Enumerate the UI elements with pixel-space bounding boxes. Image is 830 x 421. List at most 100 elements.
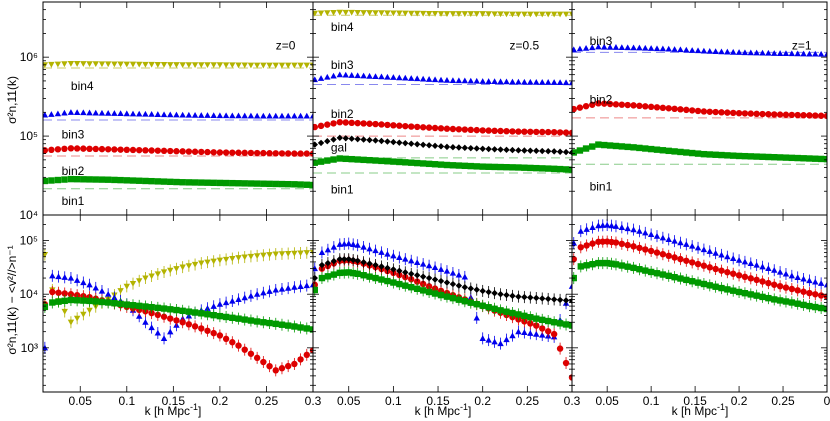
point-bin2 <box>556 129 564 136</box>
point-bin2 <box>229 149 236 156</box>
point-bin2 <box>210 149 217 156</box>
point-bin3 <box>342 71 349 78</box>
point-gal <box>544 295 552 303</box>
point-bin2 <box>117 146 124 153</box>
point-bin2 <box>235 149 242 156</box>
point-bin3 <box>160 111 168 118</box>
point-bin4 <box>191 62 199 69</box>
point-bin2 <box>216 332 224 339</box>
point-bin1 <box>260 319 267 326</box>
point-bin1 <box>735 288 743 296</box>
panel-label: bin2 <box>590 93 613 107</box>
point-bin2 <box>431 124 439 132</box>
point-bin4 <box>73 61 81 67</box>
point-gal <box>402 269 409 276</box>
point-bin4 <box>216 257 224 264</box>
point-gal <box>550 296 558 303</box>
point-bin4 <box>366 10 373 16</box>
point-bin4 <box>284 62 292 69</box>
x-tick-label: 0 <box>824 394 830 408</box>
point-bin4 <box>278 62 286 69</box>
point-gal <box>396 267 403 275</box>
point-bin4 <box>160 62 168 68</box>
point-bin1 <box>303 181 310 188</box>
point-bin1 <box>396 158 403 166</box>
point-bin3 <box>431 76 439 83</box>
point-bin3 <box>491 338 498 345</box>
panel-label: bin3 <box>331 58 354 72</box>
point-bin2 <box>425 124 433 131</box>
point-bin4 <box>80 61 87 67</box>
point-bin1 <box>49 299 56 306</box>
point-bin1 <box>753 153 760 160</box>
point-bin1 <box>794 154 801 162</box>
point-gal <box>473 145 480 152</box>
point-bin2 <box>806 289 813 297</box>
point-bin3 <box>612 44 620 50</box>
point-bin4 <box>317 10 325 17</box>
point-bin3 <box>608 222 615 229</box>
point-bin1 <box>527 164 534 172</box>
point-bin1 <box>372 157 379 164</box>
point-bin4 <box>425 10 433 17</box>
point-bin3 <box>735 49 743 55</box>
point-bin1 <box>747 153 754 160</box>
point-bin1 <box>449 294 457 302</box>
point-bin1 <box>86 297 93 305</box>
point-bin2 <box>539 128 546 136</box>
point-bin1 <box>630 264 637 272</box>
point-bin3 <box>419 260 427 267</box>
point-bin4 <box>562 11 570 18</box>
point-bin1 <box>449 162 457 169</box>
point-bin2 <box>630 102 637 109</box>
point-bin1 <box>706 151 713 158</box>
point-bin3 <box>80 109 87 116</box>
point-bin3 <box>485 336 492 343</box>
point-bin3 <box>788 50 796 57</box>
point-gal <box>562 148 570 156</box>
x-tick-label: 0.05 <box>337 394 361 408</box>
point-bin4 <box>467 11 474 17</box>
x-tick-label: 0.1 <box>385 394 402 408</box>
point-bin3 <box>98 287 106 294</box>
point-bin2 <box>509 128 516 135</box>
point-bin3 <box>61 109 68 116</box>
point-bin1 <box>247 180 255 187</box>
point-bin2 <box>479 127 486 134</box>
point-bin4 <box>303 250 310 256</box>
point-gal <box>473 286 480 293</box>
point-bin2 <box>167 147 174 155</box>
point-bin3 <box>647 45 655 51</box>
point-bin1 <box>467 162 474 170</box>
point-bin1 <box>509 309 516 317</box>
point-bin4 <box>313 10 318 17</box>
point-bin1 <box>556 165 564 173</box>
point-bin2 <box>800 288 807 295</box>
point-bin3 <box>117 110 124 117</box>
point-bin2 <box>788 285 796 293</box>
point-gal <box>491 289 498 297</box>
point-bin1 <box>324 157 331 164</box>
point-bin2 <box>556 345 564 352</box>
point-gal <box>413 272 421 279</box>
point-bin1 <box>443 293 451 300</box>
point-bin1 <box>136 177 143 184</box>
point-bin2 <box>724 269 731 276</box>
x-axis-title-middle: k [h Mpc-1] <box>415 402 472 418</box>
point-bin1 <box>160 178 168 185</box>
point-bin2 <box>80 145 87 152</box>
point-bin3 <box>425 76 433 82</box>
point-bin2 <box>384 121 391 129</box>
point-bin2 <box>291 360 298 368</box>
point-bin1 <box>503 308 510 315</box>
point-bin3 <box>653 45 661 52</box>
point-bin4 <box>521 11 528 18</box>
point-gal <box>503 291 510 299</box>
x-tick-labels: 0.05 0.1 0.15 0.2 0.25 0.3 0.05 0.1 0.15 0.2 0.25 0… <box>69 394 830 408</box>
point-bin3 <box>544 79 552 85</box>
point-bin1 <box>706 282 713 289</box>
point-gal <box>408 270 415 278</box>
point-bin1 <box>782 154 790 161</box>
point-bin4 <box>247 62 255 69</box>
point-bin1 <box>167 306 174 313</box>
